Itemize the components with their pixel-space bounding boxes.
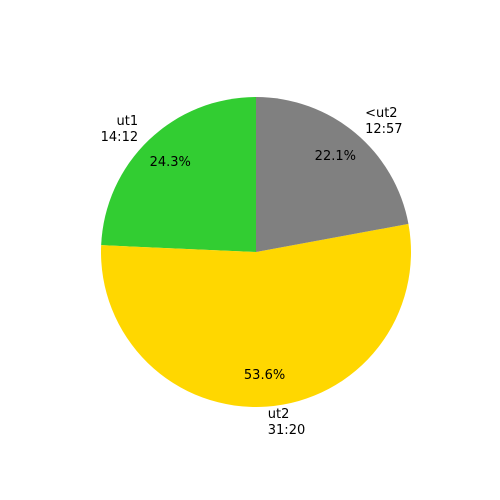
pie-slice: [256, 96, 409, 253]
slice-label: ut2 31:20: [268, 407, 305, 438]
slice-label: ut1 14:12: [101, 113, 138, 144]
percent-label: 24.3%: [150, 155, 191, 170]
duration: 31:20: [268, 423, 305, 438]
percent-label: 22.1%: [315, 149, 356, 164]
duration: 14:12: [101, 129, 138, 144]
duration: 12:57: [365, 121, 402, 136]
pie-slice: [101, 97, 256, 252]
category-name: <ut2: [365, 105, 398, 120]
slice-label: <ut2 12:57: [365, 105, 402, 136]
pie-slice: [101, 223, 412, 407]
category-name: ut1: [117, 113, 139, 128]
category-name: ut2: [268, 407, 290, 422]
percent-label: 53.6%: [244, 368, 285, 383]
